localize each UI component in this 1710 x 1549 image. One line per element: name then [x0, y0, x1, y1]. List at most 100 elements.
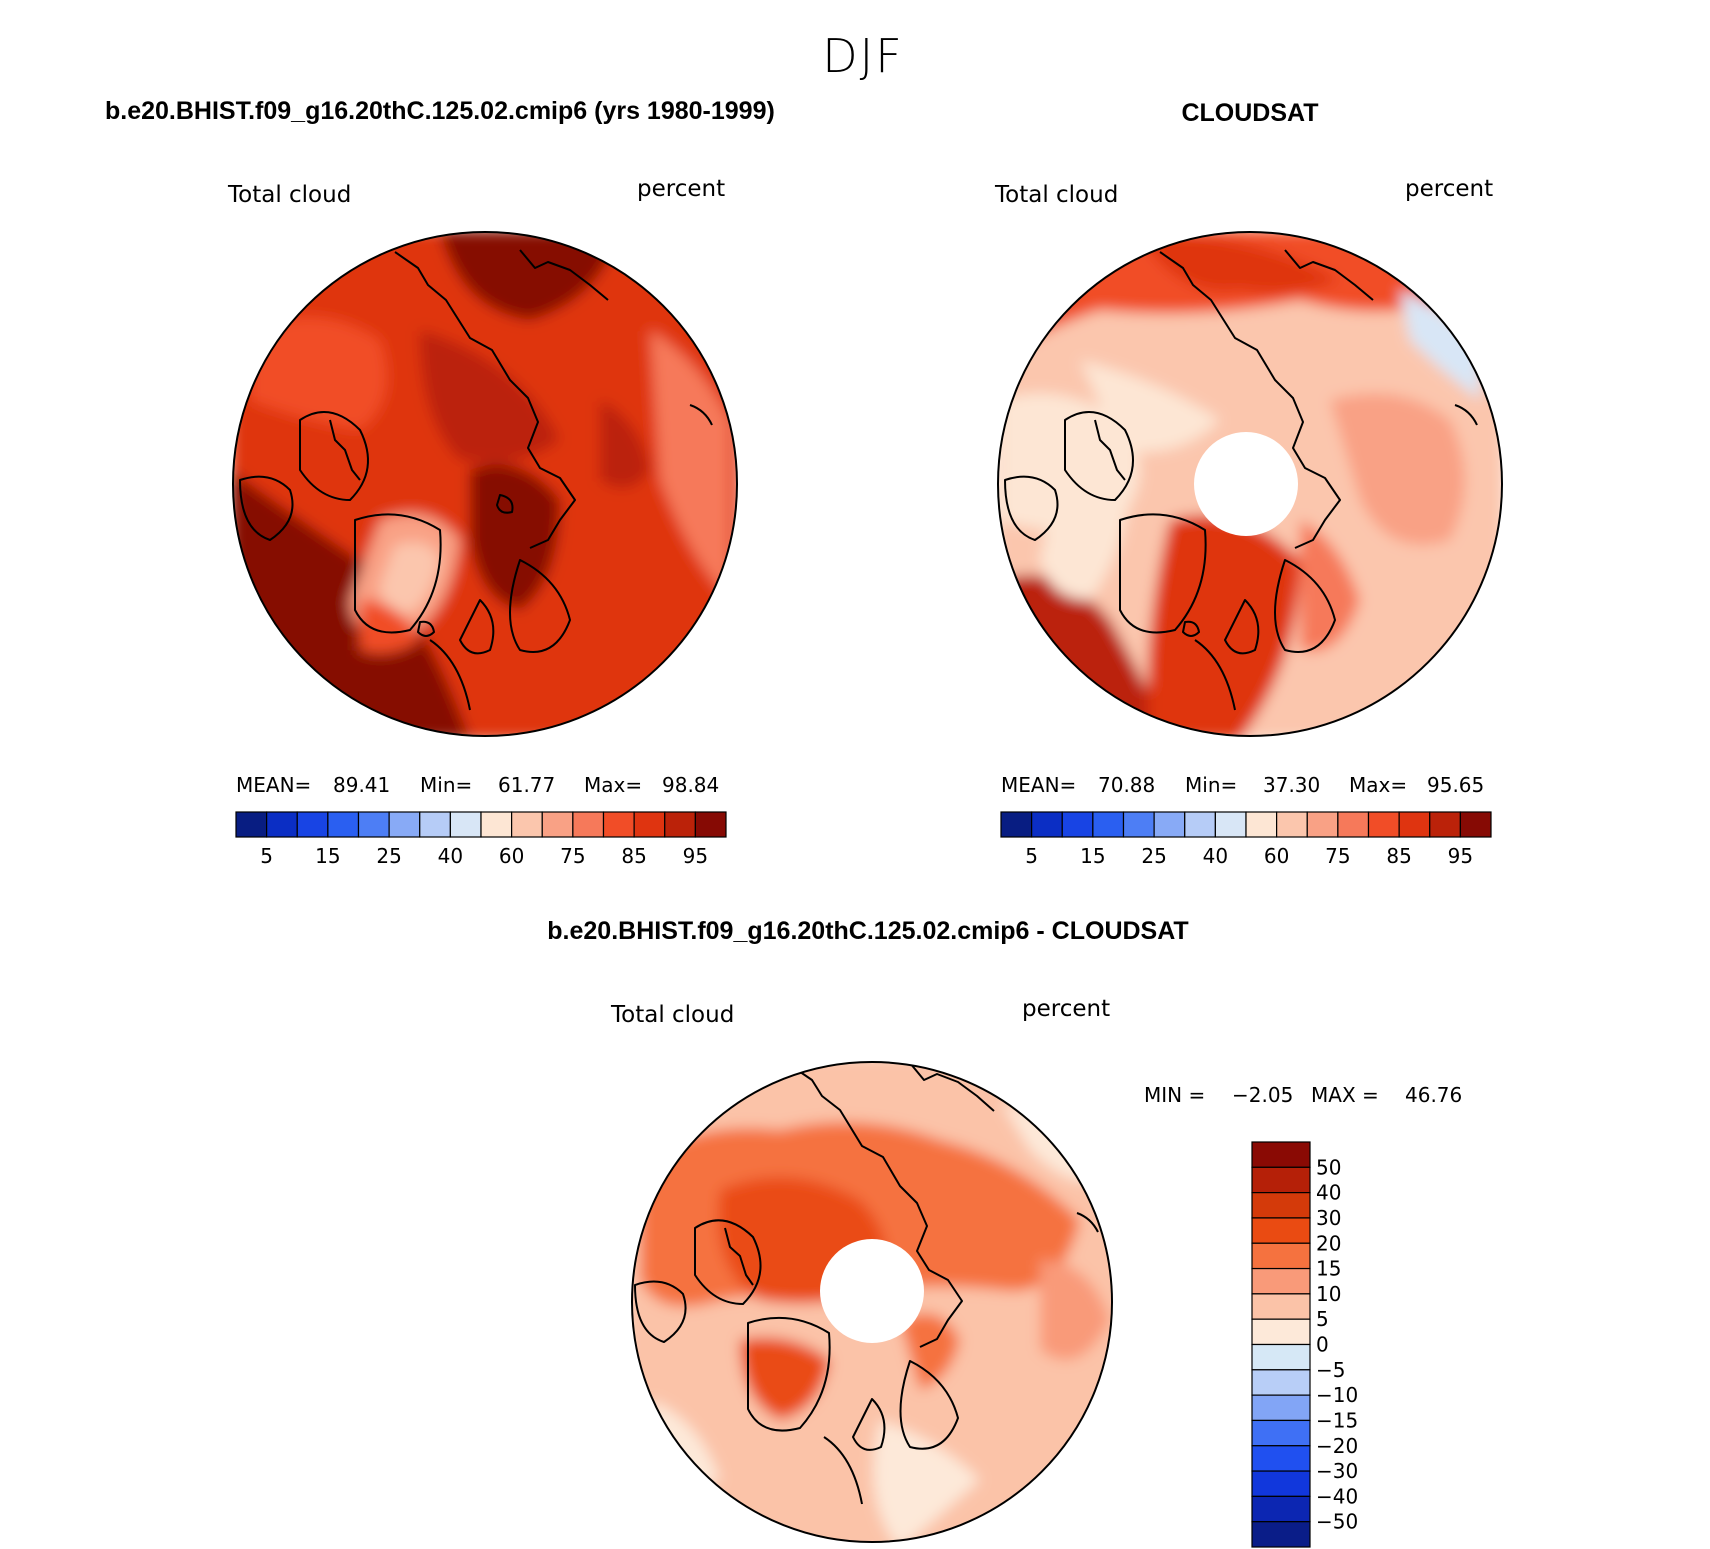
colorbar-tick-label: 50 — [1316, 1155, 1341, 1179]
colorbar-swatch — [1122, 811, 1155, 838]
colorbar-swatch — [296, 811, 329, 838]
colorbar-tick-label: 85 — [621, 844, 646, 868]
colorbar-tick-label: −5 — [1316, 1358, 1345, 1382]
colorbar-swatch — [1251, 1495, 1311, 1523]
colorbar-swatch — [1276, 811, 1308, 838]
colorbar-tick-label: 40 — [438, 844, 463, 868]
colorbar-swatch — [1061, 811, 1094, 838]
colorbar-tick-label: 60 — [1264, 844, 1289, 868]
colorbar-tick-label: 25 — [1141, 844, 1166, 868]
colorbar-tick-label: 0 — [1316, 1333, 1329, 1357]
colorbar-swatch — [1251, 1293, 1311, 1320]
colorbar-swatch — [1214, 811, 1247, 838]
min-value: 61.77 — [498, 773, 555, 797]
colorbar-tick-label: 40 — [1316, 1181, 1341, 1205]
colorbar-swatch — [419, 811, 451, 838]
colorbar-swatch — [327, 811, 360, 838]
panel-diff-units: percent — [1022, 996, 1110, 1022]
panel-diff: b.e20.BHIST.f09_g16.20thC.125.02.cmip6 -… — [547, 917, 1462, 1548]
min-value: −2.05 — [1232, 1083, 1293, 1107]
colorbar-swatch — [1251, 1419, 1311, 1447]
colorbar-swatch — [511, 811, 543, 838]
colorbar-swatch — [480, 811, 513, 838]
colorbar-swatch — [694, 811, 727, 838]
colorbar-swatch — [449, 811, 482, 838]
panel-model-variable: Total cloud — [227, 182, 351, 208]
panel-model: b.e20.BHIST.f09_g16.20thC.125.02.cmip6 (… — [105, 97, 775, 868]
colorbar-tick-label: 15 — [1080, 844, 1105, 868]
colorbar-swatch — [1251, 1470, 1311, 1497]
colorbar-swatch — [1459, 811, 1492, 838]
colorbar-tick-label: −50 — [1316, 1510, 1358, 1534]
colorbar-swatch — [541, 811, 574, 838]
colorbar-tick-label: 60 — [499, 844, 524, 868]
colorbar-tick-label: 5 — [1316, 1307, 1329, 1331]
panel-model-stats: MEAN= 89.41 Min= 61.77 Max= 98.84 — [236, 773, 719, 797]
min-label: Min= — [1185, 773, 1237, 797]
colorbar-swatch — [1306, 811, 1339, 838]
colorbar-swatch — [266, 811, 298, 838]
colorbar-swatch — [633, 811, 666, 838]
colorbar-swatch — [1251, 1141, 1311, 1168]
colorbar-swatch — [1251, 1445, 1311, 1472]
colorbar-swatch — [1000, 811, 1033, 838]
colorbar-swatch — [1251, 1343, 1311, 1371]
panel-obs-title: CLOUDSAT — [1181, 99, 1318, 127]
colorbar-swatch — [602, 811, 635, 838]
polar-map-model — [233, 232, 737, 736]
colorbar-tick-label: −30 — [1316, 1459, 1358, 1483]
max-value: 98.84 — [662, 773, 719, 797]
colorbar-swatch — [664, 811, 696, 838]
colorbar-swatch — [1031, 811, 1063, 838]
colorbar-tick-label: 85 — [1386, 844, 1411, 868]
colorbar-swatch — [1251, 1369, 1311, 1396]
colorbar-swatch — [1251, 1267, 1311, 1295]
colorbar-tick-label: 15 — [1316, 1257, 1341, 1281]
polar-map-obs — [998, 232, 1502, 736]
colorbar-swatch — [1251, 1242, 1311, 1270]
max-value: 95.65 — [1427, 773, 1484, 797]
colorbar-tick-label: 75 — [560, 844, 585, 868]
season-title: DJF — [822, 29, 903, 83]
panel-diff-stats: MIN = −2.05 MAX = 46.76 — [1144, 1083, 1462, 1107]
colorbar-tick-label: 5 — [1025, 844, 1038, 868]
min-label: Min= — [420, 773, 472, 797]
colorbar-tick-label: −10 — [1316, 1383, 1358, 1407]
colorbar-tick-label: 20 — [1316, 1231, 1341, 1255]
panel-obs-units: percent — [1405, 176, 1493, 202]
colorbar-swatch — [1251, 1394, 1311, 1422]
max-label: MAX = — [1311, 1083, 1379, 1107]
max-value: 46.76 — [1405, 1083, 1462, 1107]
mean-label: MEAN= — [1001, 773, 1076, 797]
colorbar-swatch — [1184, 811, 1216, 838]
colorbar-swatch — [1251, 1166, 1311, 1194]
colorbar-swatch — [388, 811, 421, 838]
colorbar-swatch — [1337, 811, 1370, 838]
colorbar-tick-label: −15 — [1316, 1408, 1358, 1432]
panel-obs-variable: Total cloud — [994, 182, 1118, 208]
colorbar-tick-label: 25 — [376, 844, 401, 868]
colorbar-swatch — [572, 811, 605, 838]
colorbar-model: 5 15 25 40 60 75 85 95 — [235, 811, 727, 868]
colorbar-tick-label: 95 — [683, 844, 708, 868]
colorbar-swatch — [1251, 1217, 1311, 1244]
min-label: MIN = — [1144, 1083, 1205, 1107]
panel-model-title: b.e20.BHIST.f09_g16.20thC.125.02.cmip6 (… — [105, 97, 775, 125]
colorbar-swatch — [1251, 1521, 1311, 1548]
colorbar-swatch — [1251, 1192, 1311, 1219]
panel-diff-title: b.e20.BHIST.f09_g16.20thC.125.02.cmip6 -… — [547, 917, 1188, 945]
colorbar-tick-label: 15 — [315, 844, 340, 868]
colorbar-swatch — [357, 811, 390, 838]
colorbar-tick-label: 75 — [1325, 844, 1350, 868]
colorbar-tick-label: 40 — [1203, 844, 1228, 868]
colorbar-tick-label: 30 — [1316, 1206, 1341, 1230]
colorbar-swatch — [1398, 811, 1431, 838]
colorbar-tick-label: 10 — [1316, 1282, 1341, 1306]
colorbar-swatch — [235, 811, 268, 838]
mean-value: 89.41 — [333, 773, 390, 797]
colorbar-tick-label: 5 — [260, 844, 273, 868]
panel-obs-stats: MEAN= 70.88 Min= 37.30 Max= 95.65 — [1001, 773, 1484, 797]
colorbar-tick-label: −20 — [1316, 1434, 1358, 1458]
